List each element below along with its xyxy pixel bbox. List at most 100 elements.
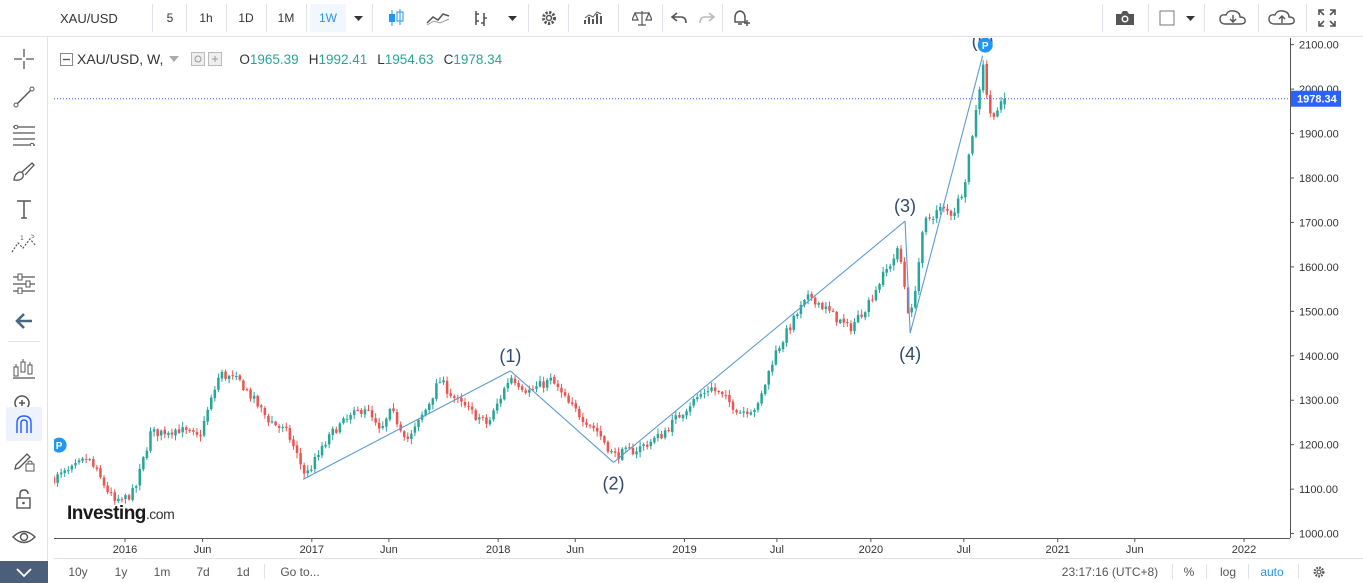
candle-body — [760, 393, 763, 404]
candle-body — [813, 297, 817, 305]
candle-body — [881, 271, 885, 285]
range-7d-button[interactable]: 7d — [196, 564, 210, 579]
save-layout-button[interactable] — [1262, 4, 1302, 32]
chevron-down-icon — [16, 567, 32, 577]
timezone-clock[interactable]: 23:17:16 (UTC+8) — [1061, 564, 1159, 579]
back-button[interactable] — [6, 305, 42, 337]
candle-body — [310, 469, 313, 471]
fullscreen-button[interactable] — [1312, 4, 1342, 32]
redo-button[interactable] — [694, 4, 720, 32]
layout-dropdown-button[interactable] — [1180, 4, 1200, 32]
x-tick-label: 2020 — [859, 544, 883, 556]
auto-scale-button[interactable]: auto — [1260, 564, 1284, 579]
candle-body — [735, 410, 738, 413]
toolbar-expand-button[interactable] — [0, 561, 48, 583]
chevron-down-icon[interactable] — [169, 56, 180, 62]
interval-1w[interactable]: 1W — [310, 4, 346, 32]
undo-button[interactable] — [666, 4, 692, 32]
candle-body — [438, 381, 442, 383]
candle-body — [138, 468, 142, 486]
interval-1m[interactable]: 1M — [277, 11, 295, 25]
load-layout-button[interactable] — [1210, 4, 1256, 32]
candle-body — [381, 426, 385, 428]
range-1y-button[interactable]: 1y — [114, 564, 128, 579]
candle-body — [724, 395, 728, 397]
trend-line-tool[interactable] — [6, 81, 42, 113]
candle-body — [117, 498, 120, 502]
bars-button[interactable] — [578, 4, 610, 32]
candle-body — [195, 432, 199, 435]
legend-symbol: XAU/USD, W, — [77, 51, 164, 67]
candle-body — [277, 426, 281, 428]
candle-body — [503, 388, 506, 400]
y-tick-label: 1900.00 — [1299, 129, 1339, 141]
interval-1d[interactable]: 1D — [238, 11, 254, 25]
wave-line — [909, 55, 984, 334]
candle-body — [863, 312, 867, 318]
candle-body — [252, 395, 256, 399]
candle-body — [753, 409, 756, 412]
candle-body — [338, 423, 342, 433]
candle-body — [124, 495, 127, 500]
undo-icon — [671, 12, 687, 24]
lock-drawings-tool[interactable] — [6, 445, 42, 477]
scales-icon — [632, 11, 652, 26]
candle-body — [806, 294, 810, 300]
candle-body — [149, 431, 152, 451]
candle-body — [756, 403, 760, 410]
x-tick-label: Jul — [770, 544, 784, 556]
log-scale-button[interactable]: log — [1219, 564, 1236, 579]
symbol-search[interactable]: XAU/USD — [60, 10, 118, 26]
fib-tool[interactable] — [6, 119, 42, 151]
chart-settings-button[interactable] — [1308, 563, 1330, 580]
layout-button[interactable] — [1154, 4, 1180, 32]
candle-body — [285, 426, 288, 428]
text-tool[interactable] — [6, 193, 42, 225]
go-to-button[interactable]: Go to... — [280, 564, 320, 579]
candle-body — [603, 436, 606, 443]
visibility-tool[interactable] — [6, 521, 42, 553]
alert-button[interactable] — [726, 4, 756, 32]
candle-body — [967, 154, 971, 182]
indicators-button[interactable] — [466, 4, 498, 32]
candle-body — [856, 315, 860, 323]
brush-tool[interactable] — [6, 155, 42, 187]
interval-5[interactable]: 5 — [166, 11, 174, 25]
compare-button[interactable] — [420, 4, 456, 32]
collapse-legend-icon[interactable] — [60, 52, 73, 66]
x-tick-label: 2021 — [1045, 544, 1069, 556]
candle-body — [131, 487, 134, 501]
chart-legend: XAU/USD, W, O1965.39 H1992.41 L1954.63 C… — [60, 49, 502, 69]
bars-icon — [584, 11, 602, 24]
indicators-dropdown-button[interactable] — [500, 4, 524, 32]
candle-body — [542, 381, 545, 388]
scales-button[interactable] — [626, 4, 658, 32]
candle-body — [570, 402, 574, 404]
candle-body — [1003, 98, 1006, 105]
interval-dropdown-button[interactable] — [348, 4, 368, 32]
candle-body — [517, 382, 520, 387]
range-1m-button[interactable]: 1m — [153, 564, 171, 579]
candle-body — [946, 208, 949, 211]
candle-body — [638, 446, 642, 453]
range-1d-button[interactable]: 1d — [236, 564, 250, 579]
candle-body — [481, 416, 485, 418]
candle-body — [245, 389, 249, 391]
price-chart[interactable]: 2100.002000.001900.001800.001700.001600.… — [54, 38, 1363, 558]
lock-tool[interactable] — [6, 483, 42, 515]
legend-settings-icon[interactable] — [191, 52, 225, 66]
range-10y-button[interactable]: 10y — [68, 564, 88, 579]
chart-type-button[interactable] — [380, 4, 412, 32]
screenshot-button[interactable] — [1108, 4, 1142, 32]
crosshair-tool[interactable] — [6, 43, 42, 75]
candle-body — [642, 444, 645, 446]
candle-body — [588, 425, 592, 427]
settings-button[interactable] — [534, 4, 564, 32]
x-tick-label: Jun — [194, 544, 212, 556]
long-position-tool[interactable] — [6, 353, 42, 385]
percent-scale-button[interactable]: % — [1183, 564, 1195, 579]
magnet-tool[interactable] — [6, 407, 42, 441]
prediction-tool[interactable] — [6, 267, 42, 299]
interval-1h[interactable]: 1h — [199, 11, 213, 25]
